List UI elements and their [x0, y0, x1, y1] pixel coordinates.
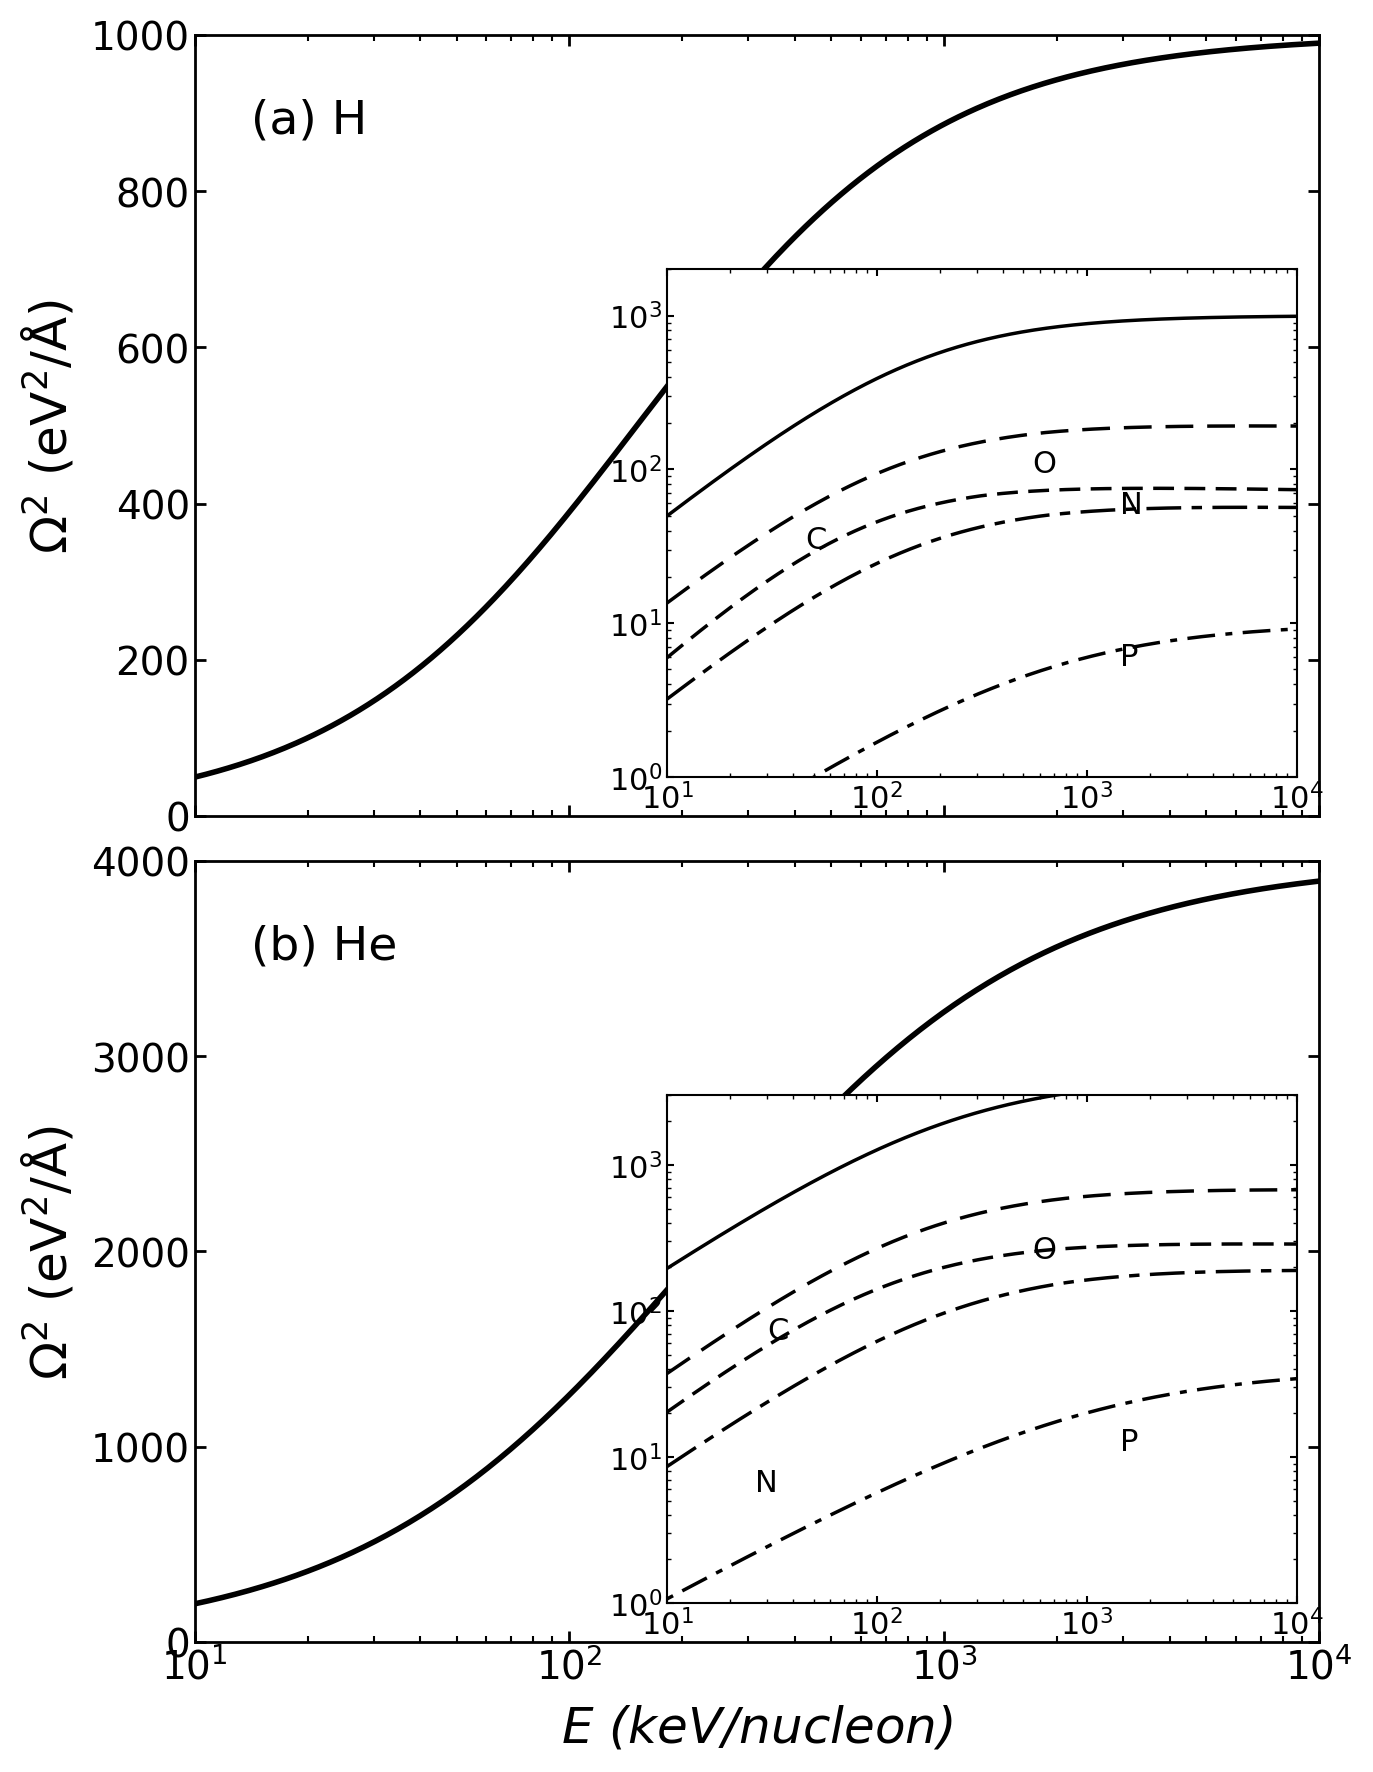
Text: (a) H: (a) H: [251, 97, 367, 144]
Text: (b) He: (b) He: [251, 923, 397, 969]
Y-axis label: $\Omega^2$ (eV$^2$/Å): $\Omega^2$ (eV$^2$/Å): [21, 1123, 77, 1379]
X-axis label: $E$ (keV/nucleon): $E$ (keV/nucleon): [560, 1703, 953, 1751]
Y-axis label: $\Omega^2$ (eV$^2$/Å): $\Omega^2$ (eV$^2$/Å): [21, 299, 77, 553]
